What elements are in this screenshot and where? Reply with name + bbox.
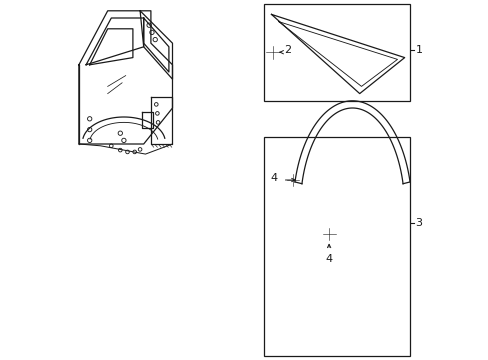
Bar (264, 4, 409, 101)
Text: 1: 1 (415, 45, 422, 55)
Text: 2: 2 (284, 45, 291, 55)
Text: 4: 4 (325, 254, 332, 264)
Text: 4: 4 (269, 173, 277, 183)
Bar (264, 137, 409, 356)
Text: 3: 3 (415, 218, 422, 228)
